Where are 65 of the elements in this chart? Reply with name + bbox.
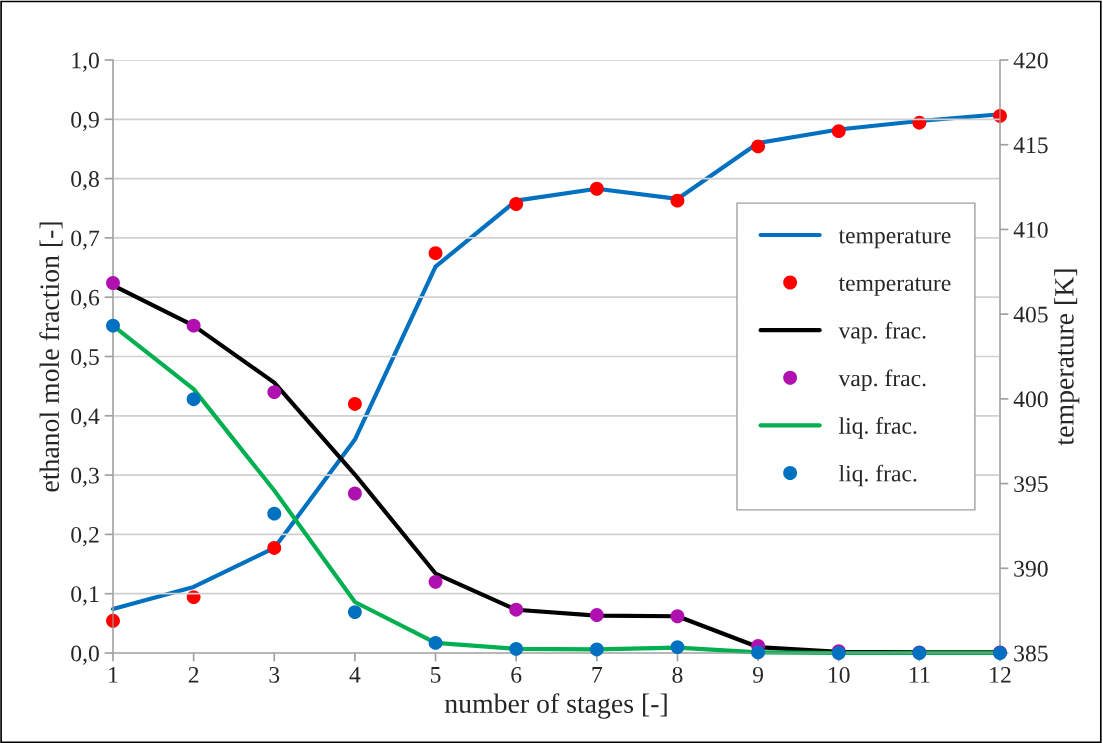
y-tick-label: 1,0 <box>72 52 99 72</box>
y2-tick-label: 390 <box>1014 560 1048 577</box>
point <box>106 276 120 290</box>
x-tick-label: 5 <box>431 667 441 683</box>
point <box>670 609 685 624</box>
x-tick-label: 3 <box>269 666 280 683</box>
legend-label: vap. frac. <box>838 321 926 344</box>
point <box>831 124 846 139</box>
y-tick-label: 0,6 <box>71 289 100 310</box>
x-tick-label: 1 <box>109 666 118 683</box>
x-tick-label: 2 <box>188 666 199 683</box>
point <box>509 602 524 617</box>
y-tick-label: 0,9 <box>71 111 99 132</box>
y2-tick-label: 395 <box>1014 476 1048 492</box>
x-tick-label: 10 <box>829 666 850 683</box>
legend-label: liq. frac. <box>839 417 917 439</box>
point <box>428 246 443 261</box>
point <box>347 397 362 411</box>
legend-label: temperature <box>838 229 951 249</box>
point <box>428 635 443 650</box>
y2-tick-label: 400 <box>1013 391 1048 408</box>
y2-tick-label: 385 <box>1014 645 1048 662</box>
y2-tick-label: 415 <box>1013 137 1048 154</box>
y-tick-label: 0,7 <box>71 230 100 250</box>
point <box>347 605 362 620</box>
x-tick-label: 12 <box>990 666 1011 683</box>
y-tick-label: 0,4 <box>71 408 100 428</box>
y-tick-label: 0,0 <box>71 645 99 665</box>
x-tick-label: 8 <box>672 666 683 683</box>
point <box>428 574 443 589</box>
point <box>267 385 282 400</box>
point <box>751 645 766 660</box>
point <box>509 197 524 211</box>
x-tick-label: 7 <box>592 667 603 683</box>
y-tick-label: 0,3 <box>71 467 99 487</box>
point <box>589 181 604 196</box>
y-tick-label: 0,2 <box>71 526 99 547</box>
x-tick-label: 6 <box>511 666 522 683</box>
x-tick-label: 11 <box>910 666 930 683</box>
legend-label: temperature <box>838 277 951 296</box>
point <box>267 541 282 555</box>
y2-tick-label: 410 <box>1013 221 1048 238</box>
point <box>589 608 604 622</box>
point <box>751 139 766 154</box>
y2-tick-label: 420 <box>1013 52 1048 69</box>
point <box>267 506 282 521</box>
y-tick-label: 0,8 <box>71 171 99 191</box>
y-tick-label: 0,5 <box>71 348 99 369</box>
point <box>589 642 604 657</box>
x-tick-label: 9 <box>752 666 764 683</box>
y-tick-label: 0,1 <box>71 586 99 606</box>
x-axis-title: number of stages [-] <box>444 693 667 719</box>
point <box>186 318 201 333</box>
x-tick-label: 4 <box>349 667 361 683</box>
legend-label: vap. frac. <box>838 369 926 392</box>
point <box>670 640 685 655</box>
point <box>186 392 201 407</box>
point <box>106 318 120 333</box>
point <box>509 641 524 656</box>
y2-axis-title: temperature [K] <box>1054 269 1080 446</box>
y-axis-title: ethanol mole fraction [-] <box>39 222 63 492</box>
point <box>347 486 362 501</box>
legend-label: liq. frac. <box>839 464 917 487</box>
y2-tick-label: 405 <box>1013 306 1048 323</box>
point <box>670 193 685 208</box>
